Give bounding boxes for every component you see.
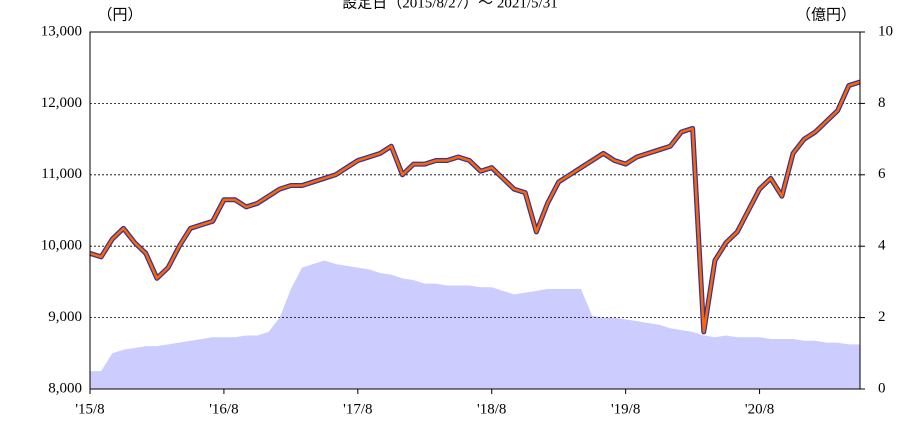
x-tick-label: '15/8 (75, 401, 104, 417)
x-tick-label: '16/8 (209, 401, 238, 417)
x-tick-label: '18/8 (477, 401, 506, 417)
chart-title: 設定日（2015/8/27）～ 2021/5/31 (342, 0, 557, 11)
net-assets-area (90, 260, 860, 389)
y2-tick-label: 10 (878, 23, 893, 39)
y-axis-label: （円） (97, 6, 142, 23)
y-tick-label: 13,000 (41, 23, 82, 39)
y2-tick-label: 4 (878, 238, 886, 254)
nav-line (89, 80, 861, 334)
x-tick-label: '20/8 (745, 401, 774, 417)
y-tick-label: 11,000 (41, 166, 82, 182)
y2-axis-label: （億円） (796, 6, 856, 23)
y2-tick-label: 2 (878, 309, 886, 325)
y2-tick-label: 0 (878, 380, 886, 396)
x-tick-label: '19/8 (611, 401, 640, 417)
y2-tick-label: 8 (878, 95, 886, 111)
x-tick-label: '17/8 (343, 401, 372, 417)
y2-tick-label: 6 (878, 166, 886, 182)
y-tick-label: 10,000 (41, 238, 82, 254)
y-tick-label: 8,000 (48, 380, 82, 396)
y-tick-label: 9,000 (48, 309, 82, 325)
plot-frame (89, 31, 861, 390)
y-tick-label: 12,000 (41, 95, 82, 111)
